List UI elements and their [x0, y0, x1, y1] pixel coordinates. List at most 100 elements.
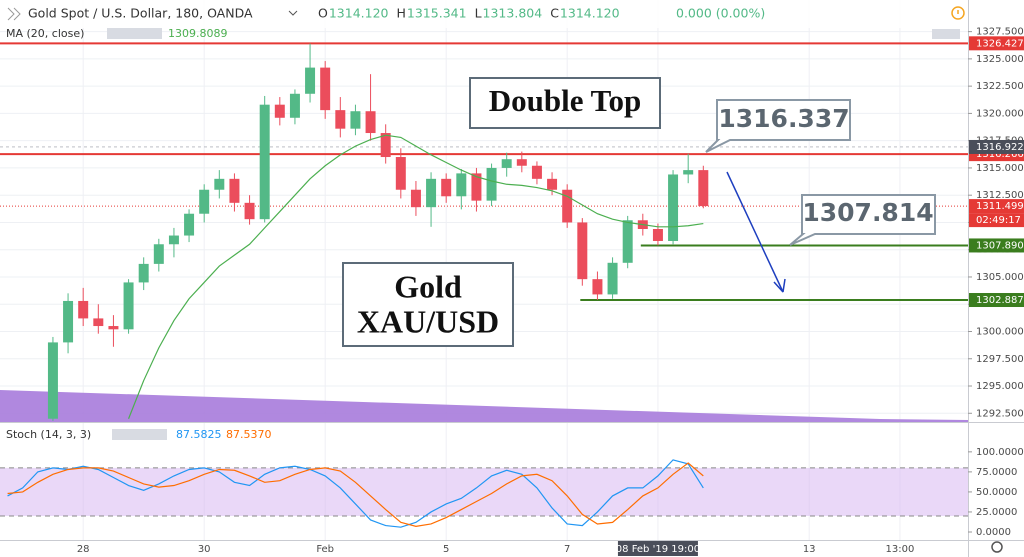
header-bar: [0, 0, 968, 28]
candle-body: [229, 178, 240, 203]
candle-body: [501, 159, 512, 168]
moving-average: [128, 134, 704, 419]
countdown-badge: [969, 213, 1024, 228]
candle-body: [244, 202, 255, 220]
legend-buttons[interactable]: [112, 429, 167, 440]
stoch-legend[interactable]: Stoch (14, 3, 3): [6, 428, 91, 441]
x-tick-label: Feb: [316, 544, 334, 555]
candle-body: [426, 178, 437, 208]
stoch-background: [0, 467, 968, 517]
candle-body: [335, 110, 346, 129]
arrow-head: [773, 278, 786, 293]
annotation-asset[interactable]: Gold XAU/USD: [342, 262, 514, 347]
crosshair-badge: [969, 139, 1024, 154]
callout-support[interactable]: 1307.814: [789, 194, 936, 246]
y-tick-label: 1295.000: [976, 381, 1024, 392]
stoch-line: [7, 462, 704, 527]
price-badge: [969, 238, 1024, 253]
countdown-label: 02:49:17: [976, 215, 1021, 226]
price-badge: [969, 293, 1024, 308]
price-badge-label: 1316.266: [976, 149, 1024, 160]
y-tick-label: 100.0000: [976, 447, 1024, 458]
dropdown-icon[interactable]: [288, 10, 298, 16]
candle-body: [199, 189, 210, 214]
callout-box: [705, 99, 851, 153]
candle-body: [138, 263, 149, 283]
annotation-text: Double Top: [489, 83, 642, 118]
x-tick-label: 28: [77, 544, 90, 555]
stoch-band: [0, 467, 968, 516]
arrow-line: [726, 171, 784, 293]
candle-body: [78, 300, 89, 319]
candle-body: [168, 235, 179, 245]
levels-layer: [0, 42, 968, 302]
candle-body: [668, 174, 679, 241]
plot-layer: [7, 43, 709, 528]
y-tick-label: 1312.500: [976, 190, 1024, 201]
pane-buttons[interactable]: [932, 29, 960, 39]
ohlc-value: 1315.341: [407, 6, 467, 21]
candle-body: [486, 167, 497, 201]
callout-top[interactable]: 1316.337: [705, 99, 851, 153]
candle-body: [622, 220, 633, 263]
annotation-double-top[interactable]: Double Top: [469, 77, 661, 129]
price-badge-label: 1302.887: [976, 295, 1024, 306]
candle-body: [63, 300, 74, 343]
ma-legend[interactable]: MA (20, close): [6, 27, 84, 40]
trend-arrow[interactable]: [726, 171, 786, 293]
ohlc-value: 1314.120: [329, 6, 389, 21]
candle-body: [365, 111, 376, 134]
y-tick-label: 1305.000: [976, 272, 1024, 283]
symbol-title[interactable]: Gold Spot / U.S. Dollar, 180, OANDA: [28, 6, 253, 21]
candle-body: [259, 104, 270, 220]
candle-body: [214, 178, 225, 190]
x-tick-label: 13:00: [886, 544, 915, 555]
ohlc-key: O: [318, 6, 328, 21]
price-badge: [969, 36, 1024, 51]
candle-body: [547, 178, 558, 190]
candle-body: [531, 165, 542, 179]
legend-buttons[interactable]: [107, 28, 162, 39]
annotation-box: [342, 262, 514, 347]
y-tick-label: 0.0000: [976, 527, 1011, 538]
price-badge-label: 1326.427: [976, 38, 1024, 49]
candle-body: [471, 173, 482, 201]
annotation-box: [469, 77, 661, 129]
ohlc-value: 1314.120: [560, 6, 620, 21]
candle-body: [108, 326, 119, 330]
crosshair-label: 1316.922: [976, 142, 1024, 153]
ohlc-key: H: [397, 6, 406, 21]
price-change: 0.000 (0.00%): [676, 6, 765, 21]
candle-body: [683, 170, 694, 175]
annotation-text: XAU/USD: [357, 303, 499, 339]
candle-body: [289, 93, 300, 118]
x-tick-label: 7: [564, 544, 570, 555]
candle-body: [652, 228, 663, 241]
stoch-d-value: 87.5370: [226, 428, 272, 441]
settings-icon[interactable]: [991, 541, 1003, 553]
candle-body: [456, 173, 467, 197]
y-tick-label: 1320.000: [976, 108, 1024, 119]
crosshair-time-badge: [617, 541, 698, 556]
candle-body: [607, 262, 618, 295]
y-tick-label: 25.0000: [976, 507, 1017, 518]
collapse-icon[interactable]: [7, 7, 21, 21]
alert-icon[interactable]: [951, 6, 965, 20]
axis-layer: 1327.5001325.0001322.5001320.0001317.500…: [77, 27, 1024, 556]
candle-body: [592, 279, 603, 295]
candle-body: [93, 318, 104, 327]
ohlc-key: C: [550, 6, 559, 21]
candle-body: [47, 342, 58, 419]
y-tick-label: 1315.000: [976, 163, 1024, 174]
y-tick-label: 1300.000: [976, 326, 1024, 337]
x-tick-label: 13: [803, 544, 816, 555]
candle-body: [395, 157, 406, 190]
candle-body: [305, 67, 316, 94]
candle-body: [274, 104, 285, 118]
x-tick-label: 5: [443, 544, 449, 555]
price-badge-label: 1311.499: [976, 201, 1024, 212]
candle-body: [516, 159, 527, 166]
candle-body: [577, 222, 588, 280]
x-tick-label: 08 Feb '19 19:00: [616, 544, 700, 555]
